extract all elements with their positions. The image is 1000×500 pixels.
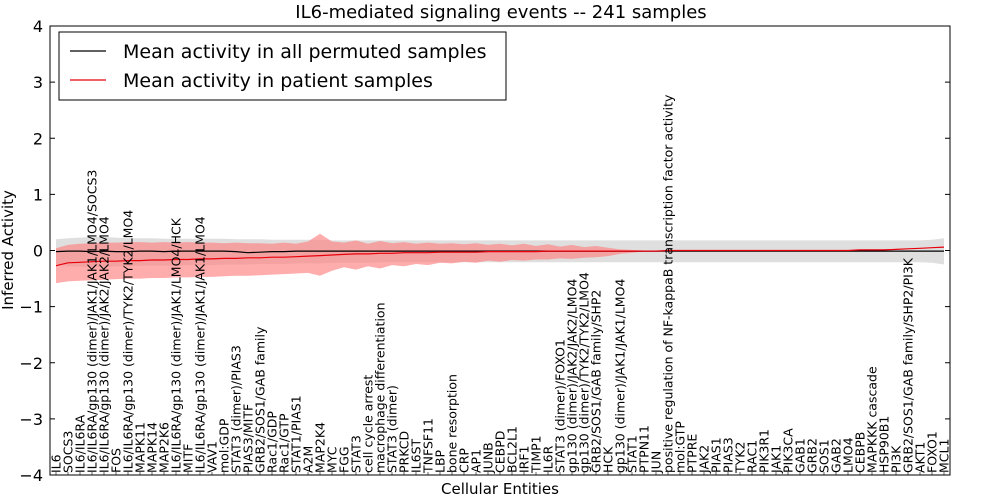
x-tick-label: GAB2 [829,438,844,473]
x-tick-label: STAT3 (dimer)/FOXO1 [553,339,568,473]
legend-label-patient: Mean activity in patient samples [123,70,433,92]
x-tick-label: PIAS3/MITF [241,404,256,473]
x-tick-label: MAP2K6 [157,422,172,473]
x-tick-label: IL6/IL6RA/gp130 (dimer)/JAK1/JAK1/LMO4 [193,216,208,473]
x-tick-label: PIAS1 [709,437,724,473]
x-tick-label: Rac1/GDP [265,411,280,473]
x-tick-label: JAK2 [697,445,712,474]
x-tick-label: IL6ST [409,438,424,473]
patient-band [56,233,944,284]
x-tick-label: TIMP1 [529,435,544,474]
x-tick-label: MAPK14 [145,422,160,473]
x-tick-label: PTPN11 [637,425,652,473]
x-tick-label: PIAS3 [721,437,736,473]
x-tick-label: AP1 [469,449,484,473]
x-tick-label: IL6 [49,454,64,473]
x-tick-label: FOXO1 [925,431,940,473]
y-tick-label: −2 [19,354,43,373]
x-tick-label: AKT1 [913,442,928,473]
y-tick-label: 3 [33,73,43,92]
x-tick-label: CEBPB [853,432,868,473]
x-tick-label: IL6/IL6RA/gp130 (dimer)/JAK2/JAK2/LMO4 [97,216,112,473]
x-tick-label: FOS [109,448,124,473]
x-tick-label: JUNB [481,442,496,474]
x-tick-label: IL6/IL6RA/gp130 (dimer)/JAK1/LMO4/HCK [169,217,184,473]
x-tick-label: HCK [601,446,616,473]
y-tick-label: −3 [19,410,43,429]
y-tick-label: −4 [19,466,43,485]
x-tick-label: BCL2L1 [505,426,520,473]
x-tick-label: IRF1 [517,445,532,473]
x-tick-label: CRP [457,448,472,473]
chart-title: IL6-mediated signaling events -- 241 sam… [295,2,706,23]
x-tick-label: JAK1 [769,445,784,474]
legend-label-permuted: Mean activity in all permuted samples [123,41,486,63]
y-tick-label: 1 [33,185,43,204]
patient-mean-line [55,246,945,267]
x-tick-label: LBP [433,449,448,473]
y-tick-label: 0 [33,242,43,261]
x-tick-label: IL6/IL6RA/gp130 (dimer)/TYK2/TYK2/LMO4 [121,210,136,473]
y-tick-label: −1 [19,298,43,317]
x-tick-label: TNFSF11 [421,418,436,474]
x-tick-label: STAT3 (dimer) [385,385,400,473]
x-tick-label: bone resorption [445,374,460,473]
x-tick-label: gp130 (dimer)/JAK2/JAK2/LMO4 [565,279,580,473]
x-tick-label: TYK2 [733,442,748,474]
x-tick-label: MAPKKK cascade [865,366,880,473]
legend: Mean activity in all permuted samples Me… [58,31,507,101]
x-tick-label: mol:GDP [217,418,232,473]
x-tick-label: MAP2K4 [313,422,328,473]
x-tick-label: LMO4 [841,437,856,473]
x-tick-label: IL6/IL6RA [73,414,88,473]
x-tick-label: STAT1/PIAS1 [289,395,304,473]
x-tick-label: HSP90B1 [877,416,892,473]
x-tick-label: PRKCD [397,431,412,473]
x-tick-label: PIK3CA [781,428,796,473]
y-tick-label: 2 [33,129,43,148]
x-tick-label: MAPK11 [133,422,148,473]
x-tick-label: PTPRE [685,434,700,473]
x-tick-label: SOCS3 [61,431,76,473]
x-tick-label: IL6R [541,445,556,473]
x-tick-label: MCL1 [937,439,952,473]
x-tick-label: cell cycle arrest [361,375,376,473]
x-tick-label: PIK3R1 [757,429,772,473]
x-tick-label: A2M [301,446,316,473]
plot-area: 43210−1−2−3−4IL6SOCS3IL6/IL6RAIL6/IL6RA/… [19,17,951,485]
x-tick-label: positive regulation of NF-kappaB transcr… [661,94,676,473]
x-tick-label: GRB2 [805,438,820,473]
x-tick-label: STAT3 [349,435,364,473]
x-tick-label: GRB2/SOS1/GAB family/SHP2 [589,290,604,473]
x-tick-label: IL6/IL6RA/gp130 (dimer)/JAK1/JAK1/LMO4/S… [85,170,100,473]
x-axis-label: Cellular Entities [441,480,559,498]
x-tick-label: GRB2/SOS1/GAB family [253,326,268,473]
x-tick-label: gp130 (dimer)/JAK1/JAK1/LMO4 [613,279,628,473]
y-axis-label: Inferred Activity [0,190,17,310]
x-tick-label: RAC1 [745,440,760,473]
x-tick-label: macrophage differentiation [373,302,388,473]
x-tick-label: VAV1 [205,441,220,473]
x-tick-label: PI3K [889,445,904,473]
x-tick-label: JUN [649,451,664,474]
x-tick-label: Rac1/GTP [277,413,292,473]
x-tick-label: gp130 (dimer)/TYK2/TYK2/LMO4 [577,272,592,473]
y-tick-label: 4 [33,17,43,36]
x-tick-label: SOS1 [817,439,832,473]
x-tick-label: MYC [325,446,340,473]
x-tick-label: GRB2/SOS1/GAB family/SHP2/PI3K [901,257,916,473]
x-tick-label: MITF [181,444,196,473]
legend-box [58,31,507,101]
x-tick-label: STAT3 (dimer)/PIAS3 [229,345,244,473]
x-tick-label: GAB1 [793,438,808,473]
x-tick-label: mol:GTP [673,421,688,473]
x-tick-label: FGG [337,446,352,473]
x-tick-label: STAT1 [625,435,640,473]
x-tick-label: CEBPD [493,431,508,473]
